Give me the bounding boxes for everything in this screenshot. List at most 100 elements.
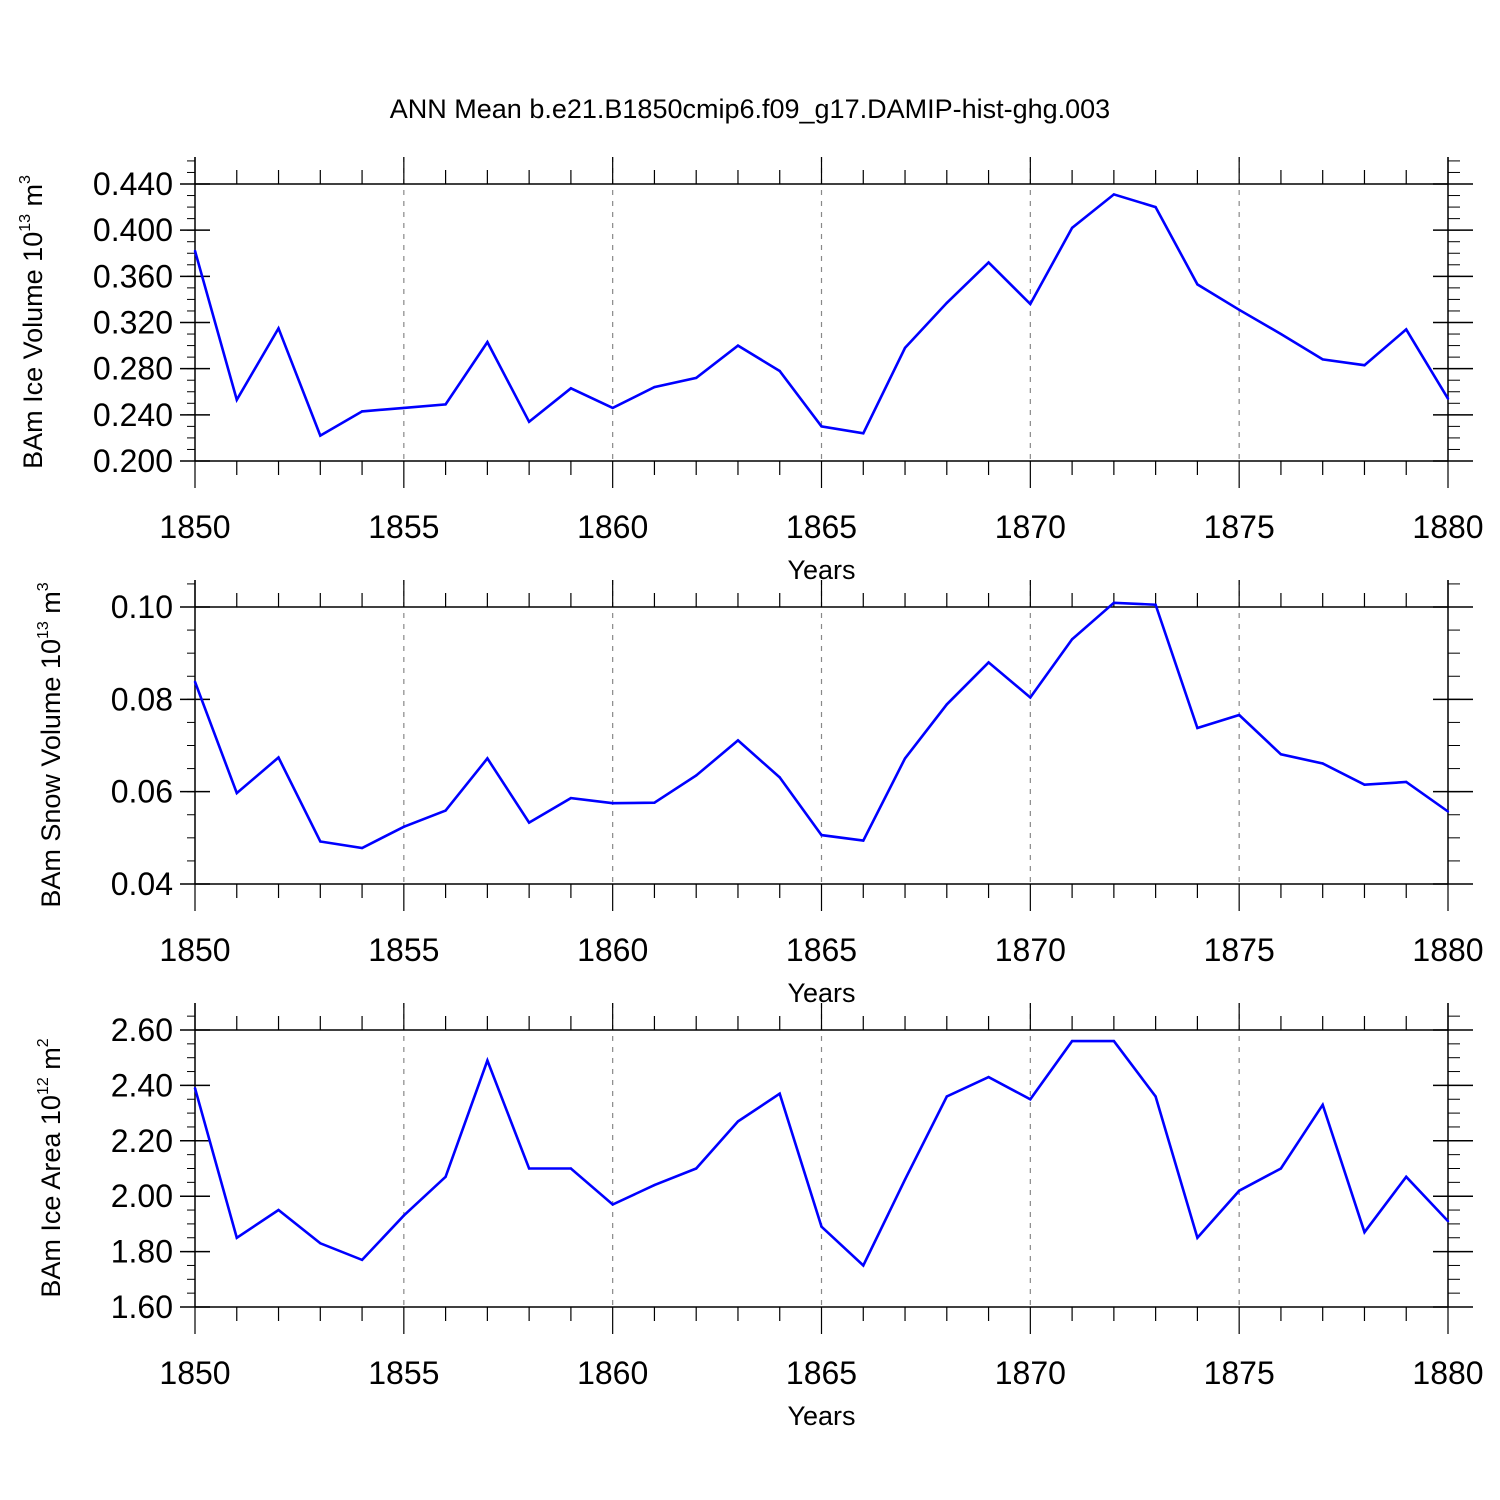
x-tick-label: 1870 xyxy=(995,509,1066,545)
y-tick-label: 0.200 xyxy=(93,443,173,479)
data-point xyxy=(778,1092,781,1095)
data-point xyxy=(987,1075,990,1079)
data-point xyxy=(862,1264,865,1267)
data-point xyxy=(903,1178,907,1181)
x-tick-label: 1880 xyxy=(1412,1355,1483,1391)
data-point xyxy=(1279,1167,1283,1170)
y-tick-label: 2.20 xyxy=(111,1123,173,1159)
y-tick-label: 0.280 xyxy=(93,351,173,387)
data-point xyxy=(235,791,238,795)
x-tick-label: 1855 xyxy=(368,1355,439,1391)
chart-panel-2: 0.04 0.06 0.08 0.10 1850 1855 1860 1865 1870 1875… xyxy=(35,580,1484,1008)
data-point xyxy=(569,796,573,800)
data-point xyxy=(1112,1039,1116,1043)
data-point xyxy=(1154,205,1157,209)
data-point xyxy=(444,809,447,812)
data-point xyxy=(778,369,781,373)
chart-panel-3: 1.60 1.80 2.00 2.20 2.40 2.60 1850 1855 1860 1865… xyxy=(35,1003,1484,1431)
data-point xyxy=(360,410,364,413)
data-point xyxy=(862,432,865,435)
y-tick-label: 1.80 xyxy=(111,1234,173,1270)
data-point xyxy=(653,801,656,804)
x-tick-label: 1865 xyxy=(786,1355,857,1391)
x-tick-label: 1860 xyxy=(577,932,648,968)
data-point xyxy=(319,1242,322,1245)
data-point xyxy=(193,1086,197,1090)
x-tick-label: 1870 xyxy=(995,1355,1066,1391)
data-point xyxy=(695,376,698,380)
y-tick-label: 2.40 xyxy=(111,1067,173,1103)
data-point xyxy=(903,757,907,760)
data-point xyxy=(1237,308,1241,312)
data-point xyxy=(1112,193,1116,196)
data-point xyxy=(569,387,573,390)
data-point xyxy=(444,1175,447,1179)
x-tick-label: 1865 xyxy=(786,932,857,968)
data-point xyxy=(1237,713,1241,717)
y-tick-label: 0.08 xyxy=(111,681,173,717)
data-point xyxy=(1029,1098,1032,1101)
x-tick-label: 1875 xyxy=(1204,1355,1275,1391)
data-point xyxy=(360,1258,364,1262)
data-point xyxy=(1446,810,1450,813)
x-tick-label: 1850 xyxy=(159,932,230,968)
data-point xyxy=(1321,358,1324,361)
x-tick-label: 1855 xyxy=(368,509,439,545)
data-point xyxy=(1154,1095,1157,1098)
data-point xyxy=(1363,783,1366,786)
data-point xyxy=(1363,364,1366,367)
data-point xyxy=(903,346,907,350)
data-point xyxy=(319,434,322,437)
data-point xyxy=(1070,1039,1074,1043)
data-point xyxy=(1405,780,1408,784)
x-axis-label: Years xyxy=(787,1401,855,1431)
x-tick-label: 1850 xyxy=(159,509,230,545)
y-tick-label: 0.320 xyxy=(93,305,173,341)
data-point xyxy=(1279,753,1283,756)
data-point xyxy=(778,776,781,779)
data-point xyxy=(277,327,280,330)
data-point xyxy=(277,756,280,759)
data-point xyxy=(527,1167,531,1170)
data-point xyxy=(1029,696,1032,699)
data-point xyxy=(402,825,406,828)
y-axis-label: BAm Ice Volume 1013 m3 xyxy=(17,175,48,469)
data-point xyxy=(1196,726,1199,730)
y-tick-label: 0.06 xyxy=(111,774,173,810)
data-point xyxy=(1405,1175,1408,1179)
y-tick-label: 0.240 xyxy=(93,397,173,433)
data-point xyxy=(193,680,197,683)
data-point xyxy=(1237,1189,1241,1192)
data-point xyxy=(193,249,197,253)
data-point xyxy=(1446,1219,1450,1223)
y-tick-label: 0.360 xyxy=(93,258,173,294)
data-point xyxy=(235,398,238,402)
data-point xyxy=(695,774,698,777)
data-point xyxy=(653,385,656,389)
x-tick-label: 1860 xyxy=(577,1355,648,1391)
data-point xyxy=(695,1167,698,1170)
data-point xyxy=(402,406,406,410)
y-tick-label: 2.60 xyxy=(111,1012,173,1048)
data-point xyxy=(235,1236,238,1239)
x-tick-label: 1875 xyxy=(1204,509,1275,545)
data-point xyxy=(527,821,531,824)
data-point xyxy=(987,661,990,664)
data-point xyxy=(820,425,823,428)
data-point xyxy=(444,403,447,406)
data-point xyxy=(945,301,948,305)
data-point xyxy=(527,420,531,423)
data-point xyxy=(820,1225,823,1228)
data-point xyxy=(486,757,489,760)
x-tick-label: 1870 xyxy=(995,932,1066,968)
data-point xyxy=(945,703,948,706)
x-tick-label: 1880 xyxy=(1412,932,1483,968)
data-point xyxy=(1405,328,1408,331)
x-tick-label: 1860 xyxy=(577,509,648,545)
data-point xyxy=(1196,283,1199,286)
data-point xyxy=(736,739,740,742)
data-point xyxy=(820,833,823,837)
data-point xyxy=(1363,1231,1366,1234)
